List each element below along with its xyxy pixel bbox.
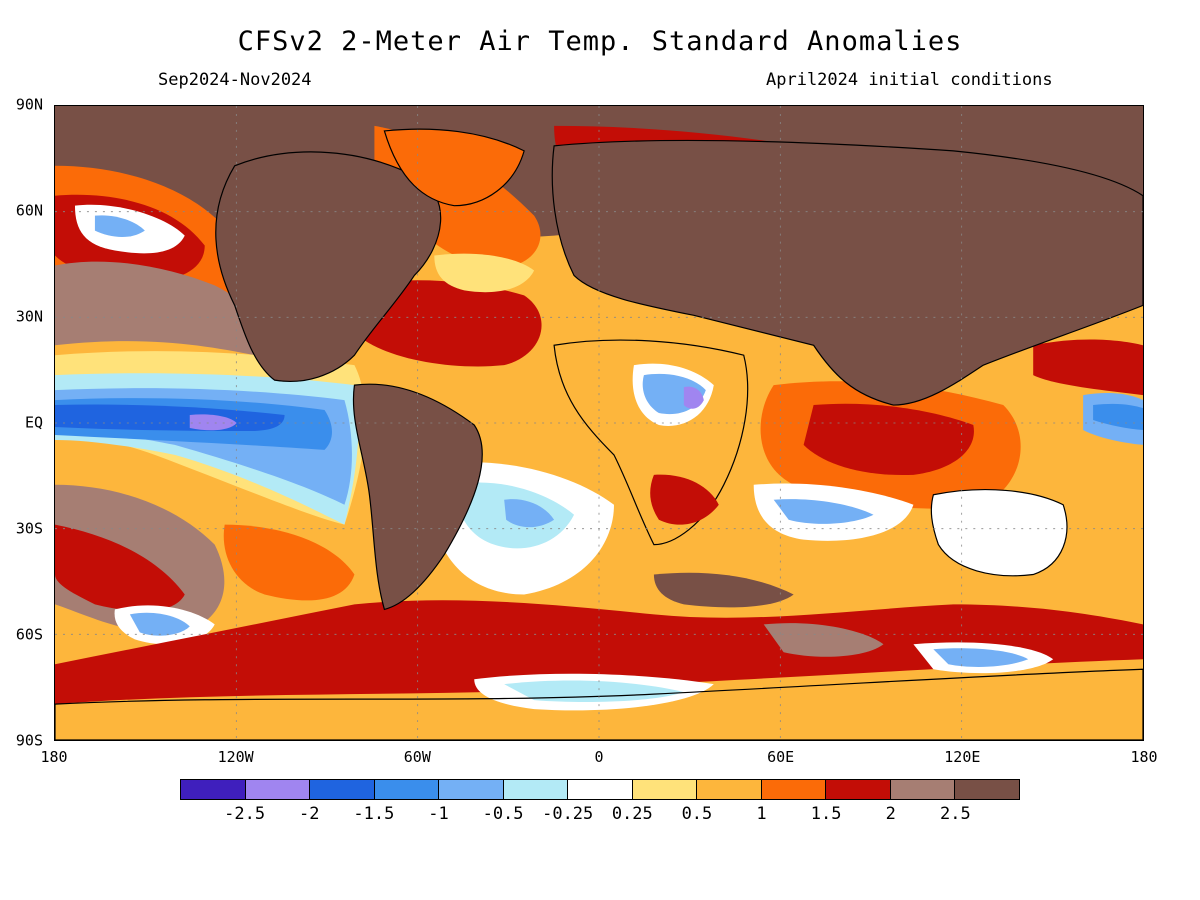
longitude-label: 180 [1130,748,1158,766]
legend-swatch [503,780,569,799]
legend-swatch [439,780,504,799]
legend-swatch [181,780,246,799]
longitude-label: 60W [403,748,431,766]
legend-swatch [955,780,1019,799]
legend-swatch [890,780,956,799]
legend-label: -2 [298,804,320,824]
legend-swatch [568,780,633,799]
color-legend [180,779,1020,800]
anomaly-map-svg [55,106,1143,740]
graticule [55,106,1143,740]
latitude-label: 90S [15,731,43,750]
anomaly-map [54,105,1144,741]
latitude-label: 30N [15,307,43,326]
legend-swatch [697,780,762,799]
latitude-label: 60S [15,625,43,644]
forecast-period: Sep2024-Nov2024 [158,70,312,90]
latitude-label: 60N [15,201,43,220]
latitude-label: 90N [15,95,43,114]
latitude-label: 30S [15,519,43,538]
legend-label: 0.25 [611,804,653,824]
legend-label: -0.25 [542,804,594,824]
legend-label: 0.5 [681,804,713,824]
legend-label: -1.5 [353,804,395,824]
legend-label: 1 [756,804,767,824]
africa-cool-anomaly [632,363,719,525]
initial-conditions: April2024 initial conditions [766,70,1053,90]
map-title: CFSv2 2-Meter Air Temp. Standard Anomali… [237,26,963,57]
longitude-label: 60E [767,748,795,766]
longitude-label: 120E [944,748,981,766]
longitude-label: 0 [594,748,604,766]
legend-swatch [374,780,440,799]
legend-label: -0.5 [482,804,524,824]
longitude-label: 180 [40,748,68,766]
legend-swatch [245,780,311,799]
legend-swatch [761,780,827,799]
legend-label: -2.5 [224,804,266,824]
legend-label: 1.5 [810,804,842,824]
legend-label: -1 [428,804,449,824]
legend-swatch [310,780,375,799]
legend-swatch [826,780,891,799]
legend-label: 2 [885,804,896,824]
legend-swatch [632,780,698,799]
longitude-label: 120W [217,748,254,766]
latitude-label: EQ [24,413,43,432]
legend-label: 2.5 [940,804,971,824]
